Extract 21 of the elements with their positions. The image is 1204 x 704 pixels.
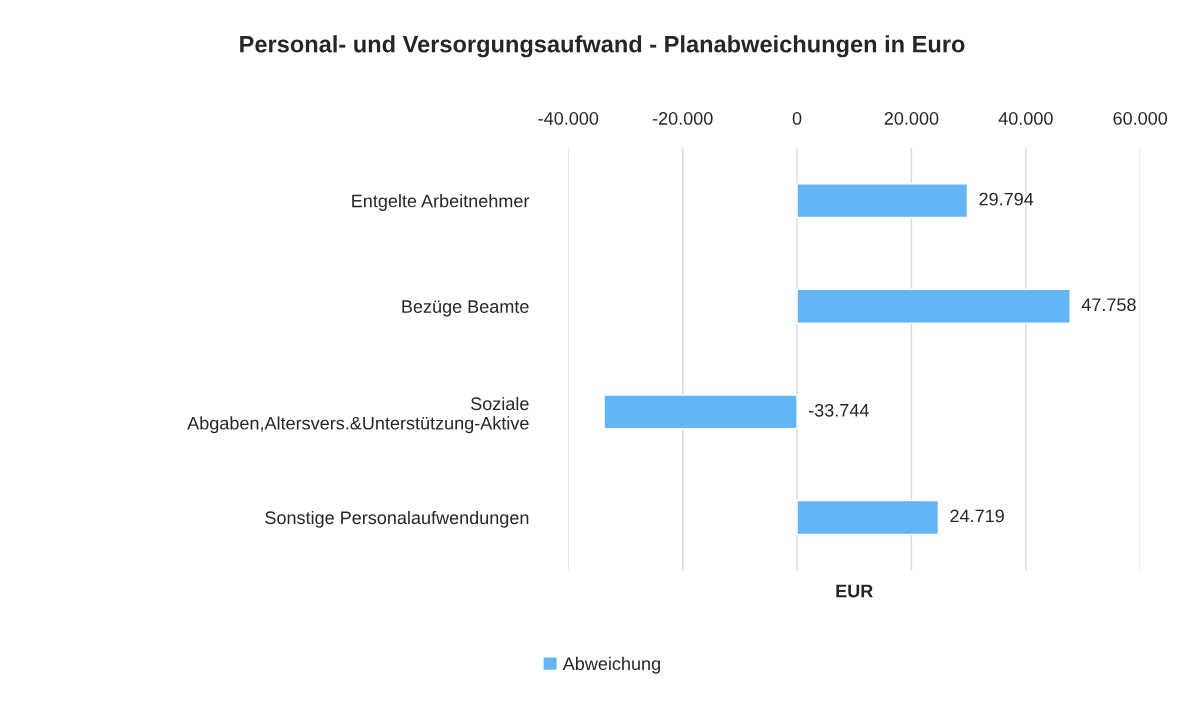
bar	[603, 394, 798, 430]
x-axis-title: EUR	[836, 584, 873, 598]
x-tick-label: -20.000	[652, 112, 713, 125]
data-label: 29.794	[979, 192, 1034, 206]
data-label: 24.719	[950, 509, 1004, 523]
x-tick-label: 20.000	[884, 112, 939, 125]
data-label: 47.758	[1081, 298, 1136, 312]
legend-label: Abweichung	[562, 656, 660, 674]
y-tick-label: Bezüge Beamte	[402, 300, 529, 317]
y-tick-label: Soziale Abgaben,Altersvers.&Unterstützung-Aktive	[187, 396, 529, 434]
x-tick-label: 60.000	[1113, 112, 1168, 125]
y-tick-label: Entgelte Arbeitnehmer	[352, 194, 530, 211]
y-tick-label: Sonstige Personalaufwendungen	[265, 510, 529, 528]
bar	[796, 288, 1071, 324]
bar	[796, 183, 969, 219]
x-tick-label: 40.000	[998, 112, 1053, 125]
x-tick-label: 0	[792, 112, 802, 125]
data-label: -33.744	[808, 403, 869, 417]
x-tick-label: -40.000	[538, 112, 599, 125]
bar	[796, 499, 940, 536]
chart-title: Personal- und Versorgungsaufwand - Planabweichungen in Euro	[240, 35, 965, 58]
